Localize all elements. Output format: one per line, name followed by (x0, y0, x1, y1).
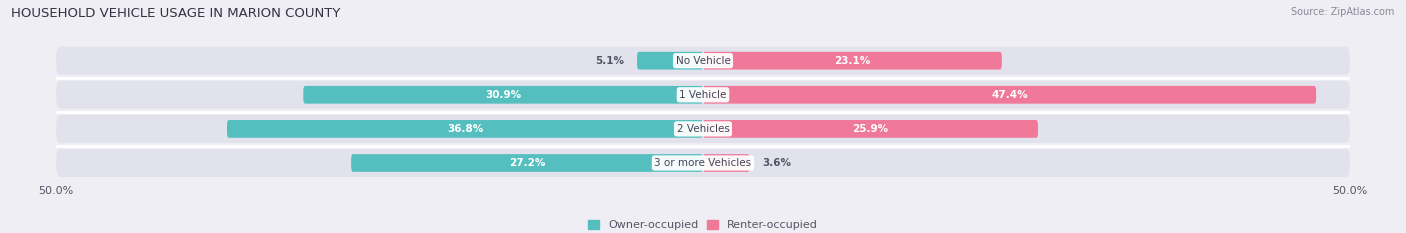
Text: No Vehicle: No Vehicle (675, 56, 731, 66)
FancyBboxPatch shape (304, 86, 703, 104)
FancyBboxPatch shape (703, 52, 1002, 70)
FancyBboxPatch shape (352, 154, 703, 172)
FancyBboxPatch shape (56, 149, 1350, 177)
Legend: Owner-occupied, Renter-occupied: Owner-occupied, Renter-occupied (583, 216, 823, 233)
Text: 2 Vehicles: 2 Vehicles (676, 124, 730, 134)
Text: 30.9%: 30.9% (485, 90, 522, 100)
FancyBboxPatch shape (637, 52, 703, 70)
FancyBboxPatch shape (703, 120, 1038, 138)
Text: 25.9%: 25.9% (852, 124, 889, 134)
Text: 36.8%: 36.8% (447, 124, 484, 134)
FancyBboxPatch shape (56, 47, 1350, 75)
Text: 3 or more Vehicles: 3 or more Vehicles (654, 158, 752, 168)
FancyBboxPatch shape (56, 115, 1350, 143)
Text: 47.4%: 47.4% (991, 90, 1028, 100)
Text: HOUSEHOLD VEHICLE USAGE IN MARION COUNTY: HOUSEHOLD VEHICLE USAGE IN MARION COUNTY (11, 7, 340, 20)
FancyBboxPatch shape (226, 120, 703, 138)
Text: 3.6%: 3.6% (762, 158, 792, 168)
Text: 27.2%: 27.2% (509, 158, 546, 168)
FancyBboxPatch shape (703, 154, 749, 172)
FancyBboxPatch shape (703, 86, 1316, 104)
Text: 1 Vehicle: 1 Vehicle (679, 90, 727, 100)
FancyBboxPatch shape (56, 81, 1350, 109)
Text: 23.1%: 23.1% (834, 56, 870, 66)
Text: Source: ZipAtlas.com: Source: ZipAtlas.com (1291, 7, 1395, 17)
Text: 5.1%: 5.1% (595, 56, 624, 66)
